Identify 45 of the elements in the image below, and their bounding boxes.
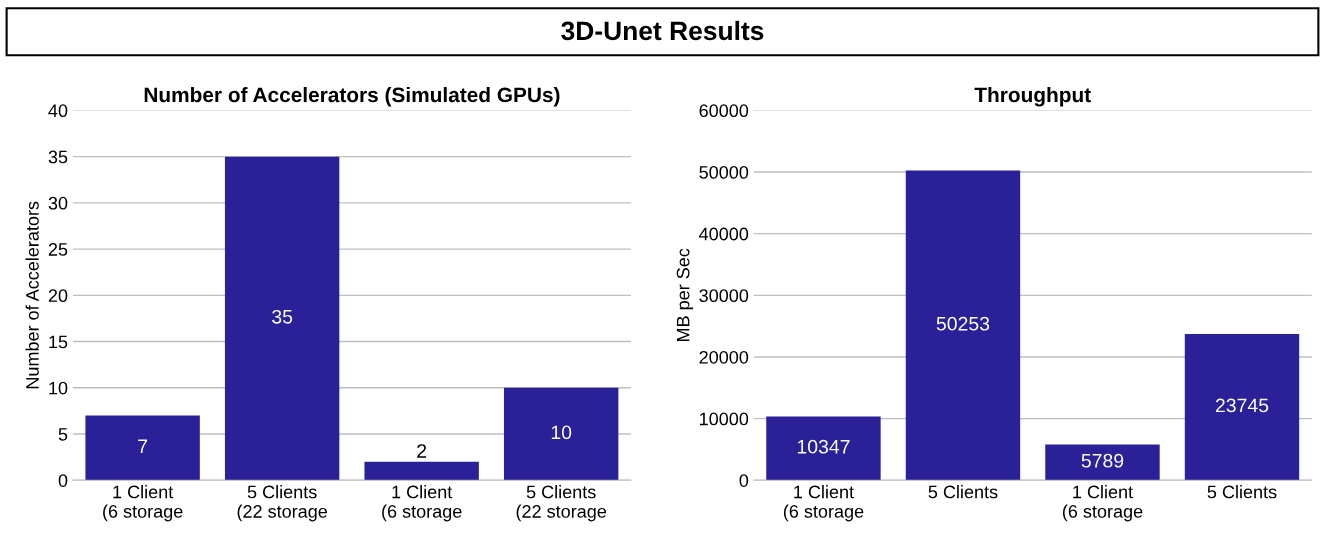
bar: [503, 387, 619, 481]
y-tick-label: 15: [49, 335, 68, 349]
y-axis-title: Number of Accelerators: [25, 201, 39, 389]
x-tick-label: 1 Client (6 storage: [382, 485, 462, 522]
x-tick-label: 1 Client (6 storage: [103, 485, 183, 522]
data-label: 7: [138, 439, 148, 453]
x-tick-label: 5 Clients: [1207, 485, 1277, 499]
bar: [224, 156, 340, 481]
x-tick-label: 5 Clients: [928, 485, 998, 499]
data-label: 10347: [797, 439, 850, 454]
bar: [85, 415, 200, 481]
y-tick-label: 30: [48, 196, 68, 210]
chart-title: Number of Accelerators (Simulated GPUs): [144, 86, 560, 107]
y-tick-label: 0: [58, 474, 68, 487]
y-tick-label: 40: [48, 104, 68, 118]
bar: [766, 416, 881, 481]
x-tick-label: 5 Clients (22 storage: [516, 485, 607, 522]
bar: [1184, 333, 1300, 481]
data-label: 10: [551, 425, 572, 440]
bar: [364, 461, 479, 481]
y-tick-label: 0: [739, 474, 749, 487]
data-label: 2: [417, 444, 427, 458]
y-tick-label: 5: [58, 428, 68, 441]
y-tick-label: 30000: [699, 289, 749, 303]
y-tick-label: 20: [48, 289, 68, 303]
x-tick-label: 1 Client (6 storage: [783, 485, 864, 522]
text: 3D-Unet Results: [561, 20, 764, 41]
data-label: 5789: [1081, 453, 1124, 468]
y-tick-label: 20000: [699, 350, 749, 364]
y-tick-label: 10000: [700, 412, 749, 426]
x-tick-label: 1 Client (6 storage: [1062, 485, 1143, 522]
data-label: 35: [272, 309, 293, 324]
bar: [1045, 444, 1160, 481]
x-tick-label: 5 Clients (22 storage: [237, 485, 328, 522]
data-label: 50253: [936, 316, 990, 331]
data-label: 23745: [1215, 398, 1269, 413]
y-tick-label: 25: [48, 243, 68, 256]
bar: [905, 170, 1021, 481]
y-tick-label: 50000: [699, 165, 749, 179]
y-tick-label: 10: [49, 381, 68, 395]
chart-title: Throughput: [974, 86, 1091, 107]
y-tick-label: 60000: [699, 104, 749, 118]
y-tick-label: 35: [48, 150, 68, 164]
y-tick-label: 40000: [699, 227, 749, 241]
y-axis-title: MB per Sec: [676, 248, 694, 341]
